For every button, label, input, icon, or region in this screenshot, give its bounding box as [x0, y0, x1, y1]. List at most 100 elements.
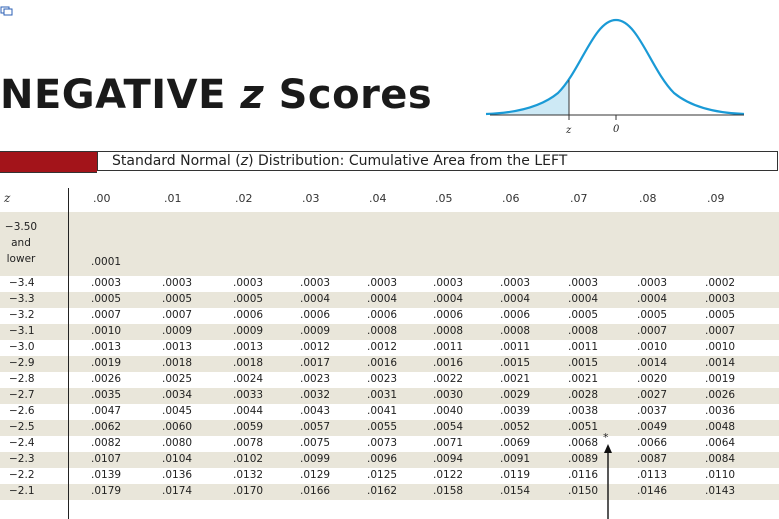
- row-band: [0, 324, 779, 340]
- table-cell: .0071: [433, 437, 464, 449]
- table-cell: .0048: [705, 421, 736, 433]
- row-band: [0, 372, 779, 388]
- table-cell: .0023: [300, 373, 331, 385]
- row-label: −3.1: [9, 325, 35, 337]
- marker-asterisk: *: [603, 431, 609, 444]
- table-cell: .0004: [367, 293, 398, 305]
- table-cell: .0012: [367, 341, 398, 353]
- table-caption: Standard Normal (z) Distribution: Cumula…: [97, 151, 778, 171]
- table-cell: .0003: [91, 277, 122, 289]
- row-label: −2.9: [9, 357, 35, 369]
- row-label: −2.8: [9, 373, 35, 385]
- table-cell: .0011: [433, 341, 464, 353]
- row-label: −3.0: [9, 341, 35, 353]
- table-cell: .0064: [705, 437, 736, 449]
- table-cell: .0099: [300, 453, 331, 465]
- table-cell: .0150: [568, 485, 599, 497]
- row-label-line: −3.50: [4, 221, 38, 233]
- table-cell: .0008: [367, 325, 398, 337]
- left-tail-shaded-area: [486, 80, 569, 115]
- table-cell: .0030: [433, 389, 464, 401]
- table-cell: .0008: [568, 325, 599, 337]
- row-band: [0, 276, 779, 292]
- table-cell: .0075: [300, 437, 331, 449]
- table-cell: .0052: [500, 421, 531, 433]
- table-cell: .0022: [433, 373, 464, 385]
- table-cell: .0158: [433, 485, 464, 497]
- table-cell: .0027: [637, 389, 668, 401]
- table-cell: .0040: [433, 405, 464, 417]
- row-label: −2.2: [9, 469, 35, 481]
- row-label: −2.3: [9, 453, 35, 465]
- row-band: [0, 308, 779, 324]
- table-cell: .0132: [233, 469, 264, 481]
- column-header: .03: [302, 192, 320, 205]
- table-cell: .0113: [637, 469, 668, 481]
- table-cell: .0002: [705, 277, 736, 289]
- page-title: NEGATIVE z Scores: [0, 72, 433, 118]
- table-cell: .0179: [91, 485, 122, 497]
- table-cell: .0006: [433, 309, 464, 321]
- row-label-line: lower: [6, 253, 36, 265]
- table-cell: .0035: [91, 389, 122, 401]
- column-header-z: z: [4, 191, 11, 205]
- row-label: −3.2: [9, 309, 35, 321]
- table-cell: .0073: [367, 437, 398, 449]
- table-cell: .0055: [367, 421, 398, 433]
- table-cell: .0010: [705, 341, 736, 353]
- table-cell: .0078: [233, 437, 264, 449]
- table-cell: .0014: [705, 357, 736, 369]
- row-band: [0, 356, 779, 372]
- table-cell: .0026: [705, 389, 736, 401]
- table-cell: .0003: [568, 277, 599, 289]
- window-icon[interactable]: [0, 6, 14, 16]
- row-label-line: and: [11, 237, 31, 249]
- table-cell: .0007: [705, 325, 736, 337]
- table-cell: .0007: [162, 309, 193, 321]
- table-cell: .0143: [705, 485, 736, 497]
- table-cell: .0012: [300, 341, 331, 353]
- table-cell: .0170: [233, 485, 264, 497]
- row-band: [0, 404, 779, 420]
- table-cell: .0032: [300, 389, 331, 401]
- table-cell: .0139: [91, 469, 122, 481]
- table-cell: .0005: [91, 293, 122, 305]
- row-label: −2.1: [9, 485, 35, 497]
- table-cell: .0029: [500, 389, 531, 401]
- table-cell: .0011: [568, 341, 599, 353]
- table-cell: .0119: [500, 469, 531, 481]
- table-cell: .0004: [300, 293, 331, 305]
- table-cell: .0003: [367, 277, 398, 289]
- table-cell: .0003: [705, 293, 736, 305]
- table-cell: .0166: [300, 485, 331, 497]
- table-cell: .0107: [91, 453, 122, 465]
- table-cell: .0009: [300, 325, 331, 337]
- table-cell: .0028: [568, 389, 599, 401]
- table-cell: .0082: [91, 437, 122, 449]
- table-cell: .0009: [233, 325, 264, 337]
- table-cell: .0049: [637, 421, 668, 433]
- row-band: [0, 468, 779, 484]
- column-header: .02: [235, 192, 253, 205]
- table-cell: .0006: [233, 309, 264, 321]
- table-cell: .0026: [91, 373, 122, 385]
- row-band: [0, 484, 779, 500]
- table-cell: .0036: [705, 405, 736, 417]
- table-cell: .0047: [91, 405, 122, 417]
- table-cell: .0136: [162, 469, 193, 481]
- column-header: .04: [369, 192, 387, 205]
- table-cell: .0094: [433, 453, 464, 465]
- table-cell: .0005: [162, 293, 193, 305]
- up-arrow-icon: [604, 444, 612, 519]
- table-cell: .0122: [433, 469, 464, 481]
- row-label: −2.4: [9, 437, 35, 449]
- table-cell: .0006: [300, 309, 331, 321]
- table-cell: .0001: [91, 256, 122, 268]
- table-cell: .0174: [162, 485, 193, 497]
- curve-label-z: z: [565, 125, 572, 136]
- table-cell: .0014: [637, 357, 668, 369]
- table-cell: .0023: [367, 373, 398, 385]
- table-cell: .0013: [233, 341, 264, 353]
- table-cell: .0003: [433, 277, 464, 289]
- row-band: [0, 340, 779, 356]
